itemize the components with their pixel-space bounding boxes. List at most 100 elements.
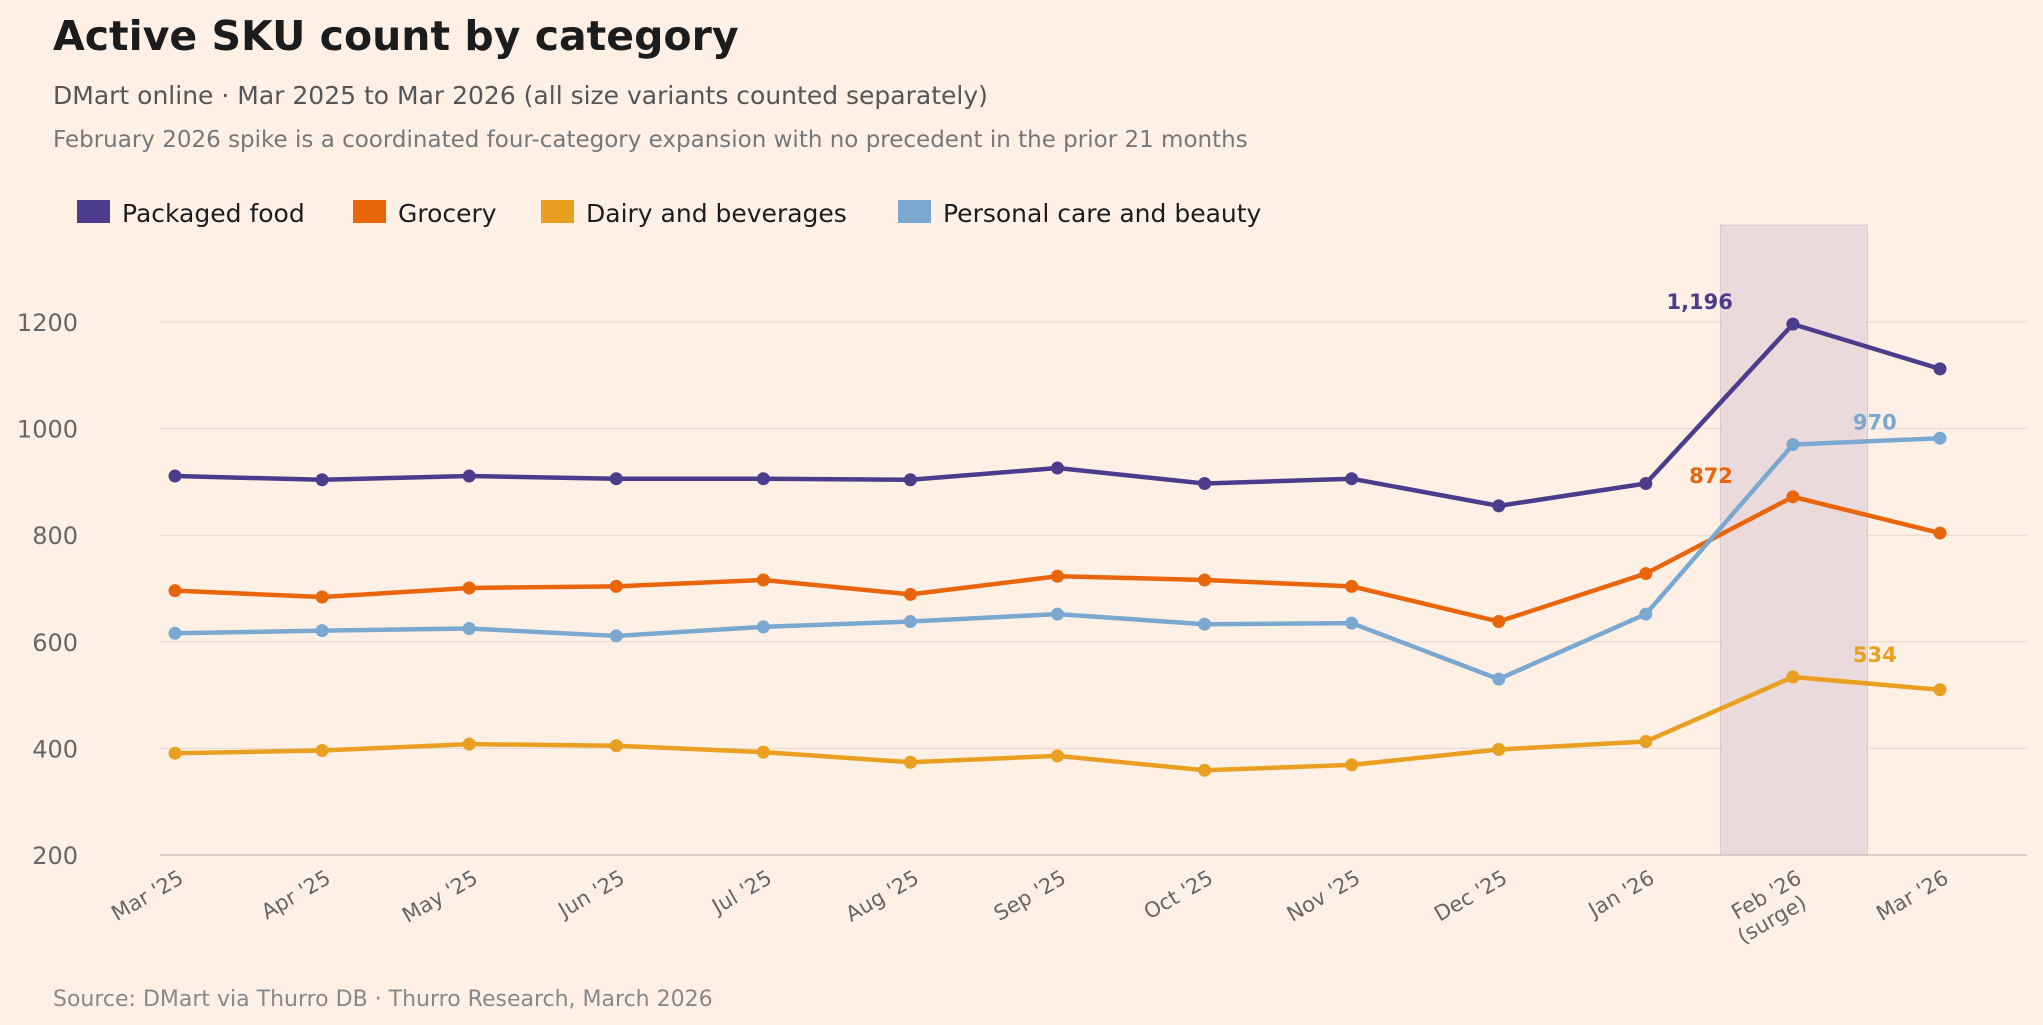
x-tick-label: Jun '25 <box>553 866 629 924</box>
plot-area: 200 400 600 800 1000 1200 Mar '25 Apr '25 May '2… <box>17 224 2027 949</box>
data-point <box>1492 499 1506 513</box>
data-point <box>1933 362 1947 376</box>
y-tick-label: 200 <box>32 842 78 870</box>
legend-swatch <box>898 200 931 223</box>
data-point <box>903 615 917 629</box>
x-tick-line: Jul '25 <box>706 866 776 920</box>
data-point <box>1492 672 1506 686</box>
data-point <box>1786 317 1800 331</box>
data-point <box>1786 490 1800 504</box>
data-point <box>903 587 917 601</box>
data-point <box>1198 763 1212 777</box>
legend-label: Grocery <box>398 199 497 228</box>
x-tick-label: Aug '25 <box>841 866 922 927</box>
data-point <box>168 746 182 760</box>
data-point <box>1933 526 1947 540</box>
x-tick-line: Oct '25 <box>1140 866 1217 925</box>
source-note: Source: DMart via Thurro DB · Thurro Res… <box>53 987 713 1012</box>
data-point <box>1933 683 1947 697</box>
data-point <box>1639 567 1653 581</box>
x-tick-label: Nov '25 <box>1283 866 1364 927</box>
data-annotation: 1,196 <box>1666 290 1732 314</box>
x-tick-line: Dec '25 <box>1430 866 1511 927</box>
series-line-1 <box>174 494 1941 624</box>
legend: Packaged food Grocery Dairy and beverages P… <box>77 199 1262 228</box>
y-tick-label: 1000 <box>17 416 78 444</box>
chart-note: February 2026 spike is a coordinated fou… <box>53 127 1248 153</box>
data-point <box>1786 438 1800 452</box>
x-tick-line: May '25 <box>398 866 482 928</box>
data-point <box>756 573 770 587</box>
x-tick-label: Apr '25 <box>257 866 334 925</box>
data-point <box>1345 758 1359 772</box>
data-annotation: 534 <box>1853 643 1897 667</box>
data-point <box>756 745 770 759</box>
data-point <box>462 469 476 483</box>
data-point <box>1492 615 1506 629</box>
x-tick-label: Dec '25 <box>1430 866 1511 927</box>
x-tick-line: Nov '25 <box>1283 866 1364 927</box>
x-tick-label: May '25 <box>398 866 482 928</box>
data-point <box>315 590 329 604</box>
data-point <box>315 624 329 638</box>
series-line-0 <box>174 321 1941 509</box>
x-tick-line: Jan '26 <box>1583 866 1659 924</box>
data-annotation: 970 <box>1853 411 1897 435</box>
x-tick-line: Mar '26 <box>1872 866 1952 926</box>
data-point <box>609 739 623 753</box>
x-tick-label: Sep '25 <box>990 866 1070 926</box>
data-point <box>903 473 917 487</box>
x-tick-line: Apr '25 <box>257 866 334 925</box>
legend-label: Dairy and beverages <box>586 199 847 228</box>
data-point <box>609 579 623 593</box>
data-point <box>1639 476 1653 490</box>
data-point <box>1051 461 1064 475</box>
y-tick-label: 600 <box>32 629 78 657</box>
data-point <box>168 469 182 483</box>
x-tick-label: Mar '25 <box>107 866 187 926</box>
data-point <box>462 621 476 635</box>
data-point <box>609 472 623 486</box>
x-tick-label: Feb '26(surge) <box>1721 866 1817 949</box>
y-tick-label: 400 <box>32 735 78 763</box>
data-point <box>1198 476 1212 490</box>
data-point <box>168 626 182 640</box>
data-point <box>1345 472 1359 486</box>
data-point <box>315 473 329 487</box>
legend-swatch <box>541 200 574 223</box>
data-point <box>1933 431 1947 445</box>
x-tick-label: Jul '25 <box>706 866 776 920</box>
data-annotation: 872 <box>1689 464 1733 488</box>
data-point <box>462 581 476 595</box>
data-point <box>1198 617 1212 631</box>
data-point <box>462 737 476 751</box>
x-tick-label: Jan '26 <box>1583 866 1659 924</box>
data-point <box>756 472 770 486</box>
x-tick-line: Mar '25 <box>107 866 187 926</box>
x-tick-line: Sep '25 <box>990 866 1070 926</box>
x-tick-label: Oct '25 <box>1140 866 1217 925</box>
chart-subtitle: DMart online · Mar 2025 to Mar 2026 (all… <box>53 81 988 110</box>
data-point <box>1639 607 1653 621</box>
data-point <box>168 584 182 598</box>
legend-label: Personal care and beauty <box>943 199 1262 228</box>
data-point <box>1492 742 1506 756</box>
x-tick-line: Jun '25 <box>553 866 629 924</box>
data-point <box>1639 734 1653 748</box>
legend-swatch <box>77 200 110 223</box>
legend-swatch <box>353 200 386 223</box>
legend-label: Packaged food <box>122 199 305 228</box>
data-point <box>315 744 329 758</box>
data-point <box>903 755 917 769</box>
x-tick-label: Mar '26 <box>1872 866 1952 926</box>
data-point <box>756 620 770 634</box>
data-point <box>1345 616 1359 630</box>
chart-title: Active SKU count by category <box>53 12 739 60</box>
data-point <box>1345 579 1359 593</box>
data-point <box>609 629 623 643</box>
data-point <box>1051 749 1064 763</box>
data-point <box>1786 670 1800 684</box>
y-tick-label: 800 <box>32 522 78 550</box>
y-tick-label: 1200 <box>17 309 78 337</box>
